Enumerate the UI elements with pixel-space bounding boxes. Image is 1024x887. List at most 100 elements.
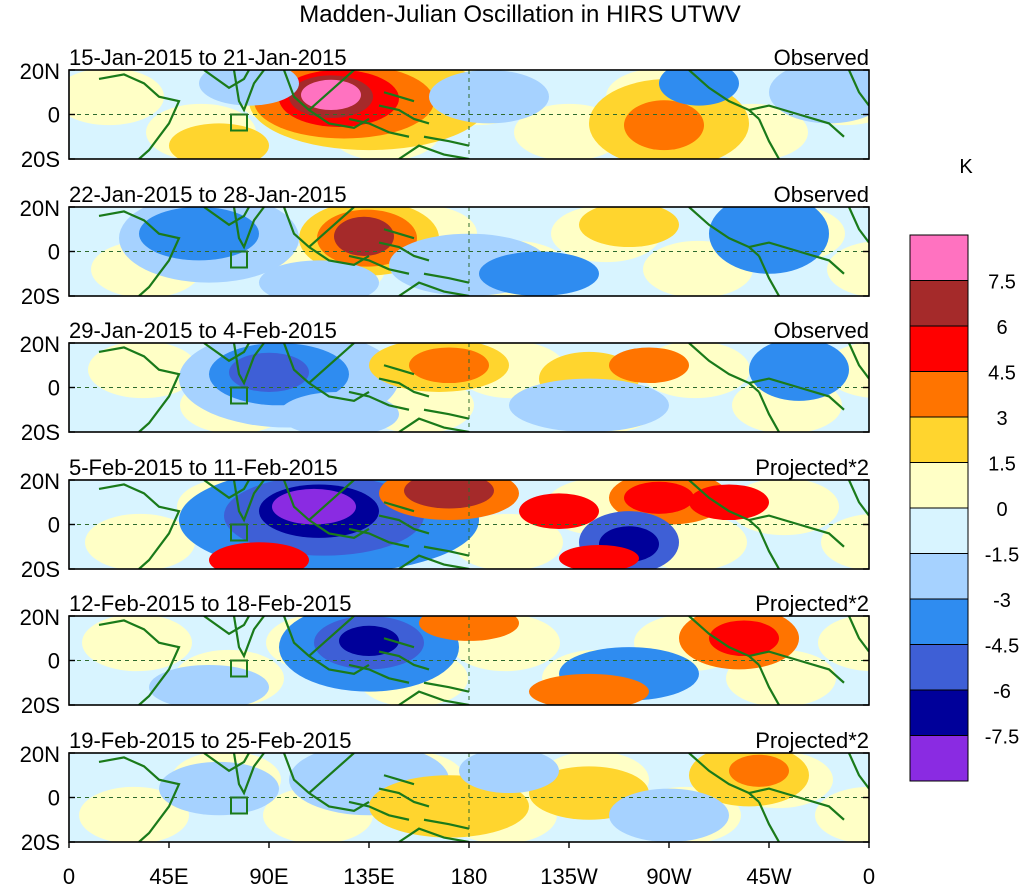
coastline bbox=[757, 801, 780, 842]
anomaly-contour bbox=[559, 544, 639, 569]
field-patch bbox=[82, 616, 192, 672]
anomaly-field bbox=[69, 616, 869, 705]
coastline bbox=[282, 207, 370, 267]
coastline bbox=[757, 255, 780, 296]
anomaly-contour bbox=[199, 70, 299, 106]
coastline bbox=[423, 135, 470, 147]
coastline bbox=[383, 228, 415, 240]
coastline bbox=[423, 681, 470, 693]
colorbar-label: -4.5 bbox=[985, 636, 1019, 658]
colorbar-swatch bbox=[909, 689, 969, 736]
anomaly-contour bbox=[259, 260, 379, 296]
anomaly-contour bbox=[279, 391, 399, 432]
coastline bbox=[398, 417, 470, 432]
coastline bbox=[98, 619, 181, 705]
coastline bbox=[282, 343, 370, 403]
colorbar-swatch bbox=[909, 234, 969, 281]
coastlines bbox=[98, 616, 869, 705]
field-patch bbox=[815, 786, 869, 842]
anomaly-contour bbox=[709, 620, 779, 657]
colorbar-label: -1.5 bbox=[985, 545, 1019, 567]
coastline bbox=[423, 818, 470, 830]
coastline bbox=[398, 690, 470, 705]
colorbar-swatch bbox=[909, 462, 969, 509]
anomaly-contour bbox=[579, 207, 679, 248]
panel-period: 15-Jan-2015 to 21-Jan-2015 bbox=[69, 45, 347, 70]
lon-tick-label: 90W bbox=[646, 864, 691, 887]
coastline bbox=[398, 144, 470, 159]
coastline bbox=[348, 117, 410, 138]
coastline bbox=[423, 545, 470, 557]
coastlines bbox=[98, 480, 869, 569]
colorbar-label: -3 bbox=[993, 590, 1011, 612]
coastline bbox=[383, 91, 415, 103]
colorbar-swatch bbox=[909, 735, 969, 782]
coastline bbox=[688, 343, 760, 393]
coastline bbox=[757, 118, 780, 159]
anomaly-contour bbox=[729, 754, 789, 787]
anomaly-contour bbox=[529, 673, 649, 705]
anomaly-field bbox=[69, 70, 869, 159]
coastline bbox=[98, 73, 181, 159]
coastline bbox=[847, 616, 869, 653]
map-panels: 20N 0 20S 15-Jan-2015 to 21-Jan-2015 Observe… bbox=[20, 45, 870, 855]
lat-tick-label: 0 bbox=[48, 103, 60, 128]
coastline bbox=[308, 616, 355, 657]
coastline bbox=[383, 774, 415, 786]
lat-tick-label: 20S bbox=[21, 830, 60, 855]
coastline bbox=[232, 207, 265, 250]
colorbar-swatch bbox=[909, 280, 969, 327]
coastline bbox=[282, 480, 370, 540]
panel-kind: Observed bbox=[774, 182, 869, 207]
field-patch bbox=[821, 514, 869, 569]
anomaly-contour bbox=[609, 347, 689, 384]
coastlines bbox=[98, 207, 869, 296]
lat-tick-label: 20S bbox=[21, 557, 60, 582]
lon-tick-label: 0 bbox=[63, 864, 75, 887]
anomaly-contour bbox=[404, 480, 494, 509]
longitude-axis: 0 45E 90E 135E 180 135W 90W 45W 0 bbox=[63, 842, 875, 887]
colorbar-swatch bbox=[909, 416, 969, 463]
coastline bbox=[757, 528, 780, 569]
anomaly-contour bbox=[229, 352, 309, 392]
anomaly-contour bbox=[169, 123, 269, 159]
anomaly-contour bbox=[509, 378, 669, 432]
coastline bbox=[688, 753, 760, 803]
coastline bbox=[348, 527, 410, 548]
anomaly-field bbox=[69, 207, 869, 296]
anomaly-contour bbox=[624, 100, 704, 151]
colorbar-label: 0 bbox=[996, 499, 1007, 521]
lat-tick-label: 0 bbox=[48, 649, 60, 674]
anomaly-contour bbox=[689, 484, 769, 521]
coastline bbox=[847, 480, 869, 517]
coastline bbox=[232, 616, 265, 659]
anomaly-contour bbox=[149, 664, 269, 705]
anomaly-contour bbox=[429, 70, 549, 124]
panel-period: 12-Feb-2015 to 18-Feb-2015 bbox=[69, 591, 352, 616]
lat-tick-label: 20N bbox=[20, 605, 60, 630]
coastline bbox=[282, 70, 370, 130]
coastline bbox=[757, 391, 780, 432]
anomaly-contour bbox=[479, 251, 599, 296]
lat-tick-label: 20N bbox=[20, 469, 60, 494]
lon-tick-label: 0 bbox=[863, 864, 875, 887]
coastline bbox=[383, 364, 415, 376]
coastline bbox=[308, 207, 355, 248]
coastline bbox=[282, 616, 370, 676]
panel-kind: Projected*2 bbox=[755, 728, 869, 753]
lat-tick-label: 0 bbox=[48, 240, 60, 265]
coastline bbox=[757, 664, 780, 705]
coastline bbox=[98, 756, 181, 842]
field-patch bbox=[827, 241, 869, 296]
field-patch bbox=[69, 70, 164, 126]
lat-tick-label: 0 bbox=[48, 376, 60, 401]
panel-kind: Observed bbox=[774, 318, 869, 343]
anomaly-contour bbox=[159, 761, 279, 816]
anomaly-contour bbox=[749, 343, 849, 401]
colorbar-label: 6 bbox=[996, 317, 1007, 339]
colorbar-swatch bbox=[909, 507, 969, 554]
panel-kind: Observed bbox=[774, 45, 869, 70]
map-panel: 20N 0 20S 29-Jan-2015 to 4-Feb-2015 Observed bbox=[20, 318, 870, 445]
map-panel: 20N 0 20S 19-Feb-2015 to 25-Feb-2015 Project… bbox=[20, 728, 870, 855]
coastline bbox=[308, 343, 355, 384]
